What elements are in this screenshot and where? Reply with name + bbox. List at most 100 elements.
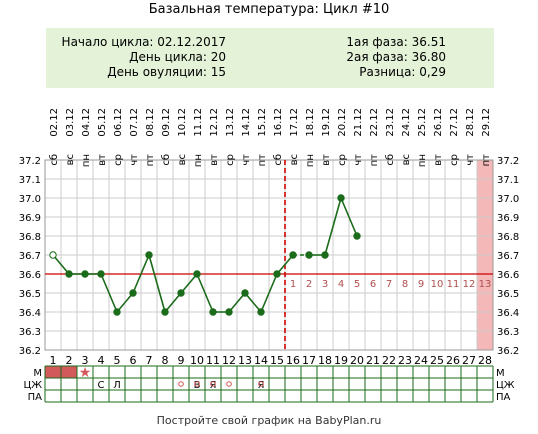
luteal-day-label: 11 (447, 279, 460, 290)
luteal-day-label: 1 (290, 279, 296, 290)
temperature-segment (228, 292, 246, 313)
weekday-label: пт (145, 154, 156, 167)
phase-difference: Разница: 0,29 (359, 65, 446, 79)
y-tick-label-left: 36.2 (19, 346, 41, 357)
date-label: 02.12 (49, 108, 60, 137)
temperature-segment (100, 273, 118, 313)
y-tick-label-right: 36.4 (497, 308, 519, 319)
info-row-1: Начало цикла: 02.12.2017 1ая фаза: 36.51 (46, 35, 494, 51)
day-number-label: 25 (430, 354, 444, 367)
date-label: 15.12 (257, 108, 268, 137)
temperature-segment (276, 254, 294, 275)
date-label: 23.12 (385, 108, 396, 137)
day-number-label: 27 (462, 354, 476, 367)
weekday-label: вс (177, 154, 188, 165)
date-label: 03.12 (65, 108, 76, 137)
weekday-label: чт (465, 154, 476, 166)
day-number-label: 15 (270, 354, 284, 367)
weekday-label: сб (49, 154, 60, 166)
date-label: 21.12 (353, 108, 364, 137)
chart-title: Базальная температура: Цикл #10 (148, 2, 390, 17)
weekday-label: вт (321, 154, 332, 166)
luteal-day-label: 2 (306, 279, 312, 290)
y-tick-label-right: 37.0 (497, 194, 519, 205)
cycle-day: День цикла: 20 (129, 50, 226, 64)
date-label: 17.12 (289, 108, 300, 137)
y-tick-label-left: 37.0 (19, 194, 41, 205)
day-number-label: 23 (398, 354, 412, 367)
weekday-label: сб (273, 154, 284, 166)
day-number-label: 7 (146, 354, 153, 367)
date-label: 20.12 (337, 108, 348, 137)
temperature-point (273, 270, 281, 278)
luteal-day-label: 13 (479, 279, 492, 290)
menstruation-cell (61, 366, 77, 378)
y-tick-label-left: 36.5 (19, 289, 41, 300)
phase2-average: 2ая фаза: 36.80 (346, 50, 446, 64)
day-number-label: 10 (190, 354, 204, 367)
cycle-info-panel: Начало цикла: 02.12.2017 1ая фаза: 36.51… (46, 28, 494, 88)
phase1-average: 1ая фаза: 36.51 (346, 35, 446, 49)
y-tick-label-left: 37.2 (19, 156, 41, 167)
luteal-day-label: 8 (402, 279, 408, 290)
cervical-mucus-mark: Я (258, 380, 265, 391)
y-tick-label-right: 37.2 (497, 156, 519, 167)
y-tick-label-right: 36.8 (497, 232, 519, 243)
temperature-segment (244, 292, 262, 313)
luteal-day-label: 7 (386, 279, 392, 290)
temperature-point (337, 194, 345, 202)
temperature-segment (196, 273, 214, 313)
weekday-label: вс (289, 154, 300, 165)
temperature-point (129, 289, 137, 297)
temperature-point (353, 232, 361, 240)
y-tick-label-left: 36.4 (19, 308, 41, 319)
intercourse-mark (178, 381, 184, 387)
cervical-mucus-mark: Л (113, 380, 121, 391)
day-number-label: 21 (366, 354, 380, 367)
temperature-segment (180, 273, 198, 294)
luteal-day-label: 3 (322, 279, 328, 290)
day-number-label: 11 (206, 354, 220, 367)
weekday-label: чт (241, 154, 252, 166)
temperature-segment (340, 197, 358, 237)
y-tick-label-right: 36.6 (497, 270, 519, 281)
y-tick-label-right: 36.7 (497, 251, 519, 262)
weekday-label: сб (161, 154, 172, 166)
weekday-label: пт (257, 154, 268, 167)
temperature-point (81, 270, 89, 278)
date-label: 22.12 (369, 108, 380, 137)
weekday-label: пт (481, 154, 492, 167)
day-number-label: 22 (382, 354, 396, 367)
date-label: 16.12 (273, 108, 284, 137)
weekday-label: вт (97, 154, 108, 166)
temperature-segment (52, 254, 70, 275)
date-label: 26.12 (433, 108, 444, 137)
weekday-label: ср (337, 154, 348, 166)
temperature-segment (164, 292, 182, 313)
y-tick-label-left: 36.9 (19, 213, 41, 224)
date-label: 13.12 (225, 108, 236, 137)
date-label: 05.12 (97, 108, 108, 137)
y-tick-label-left: 36.8 (19, 232, 41, 243)
weekday-label: ср (449, 154, 460, 166)
weekday-label: пн (305, 154, 316, 167)
day-number-label: 4 (98, 354, 105, 367)
footer-link[interactable]: Постройте свой график на BabyPlan.ru (156, 414, 382, 427)
day-number-label: 13 (238, 354, 252, 367)
day-number-label: 5 (114, 354, 121, 367)
weekday-label: пн (417, 154, 428, 167)
day-number-label: 28 (478, 354, 492, 367)
day-number-label: 16 (286, 354, 300, 367)
temperature-point (145, 251, 153, 259)
temperature-point (113, 308, 121, 316)
date-label: 09.12 (161, 108, 172, 137)
y-tick-label-left: 37.1 (19, 175, 41, 186)
temperature-segment (260, 273, 278, 313)
star-icon: ★ (79, 365, 92, 381)
weekday-label: вт (209, 154, 220, 166)
temperature-segment (324, 197, 342, 256)
date-label: 19.12 (321, 108, 332, 137)
luteal-day-label: 6 (370, 279, 376, 290)
y-tick-label-right: 36.9 (497, 213, 519, 224)
date-label: 11.12 (193, 108, 204, 137)
